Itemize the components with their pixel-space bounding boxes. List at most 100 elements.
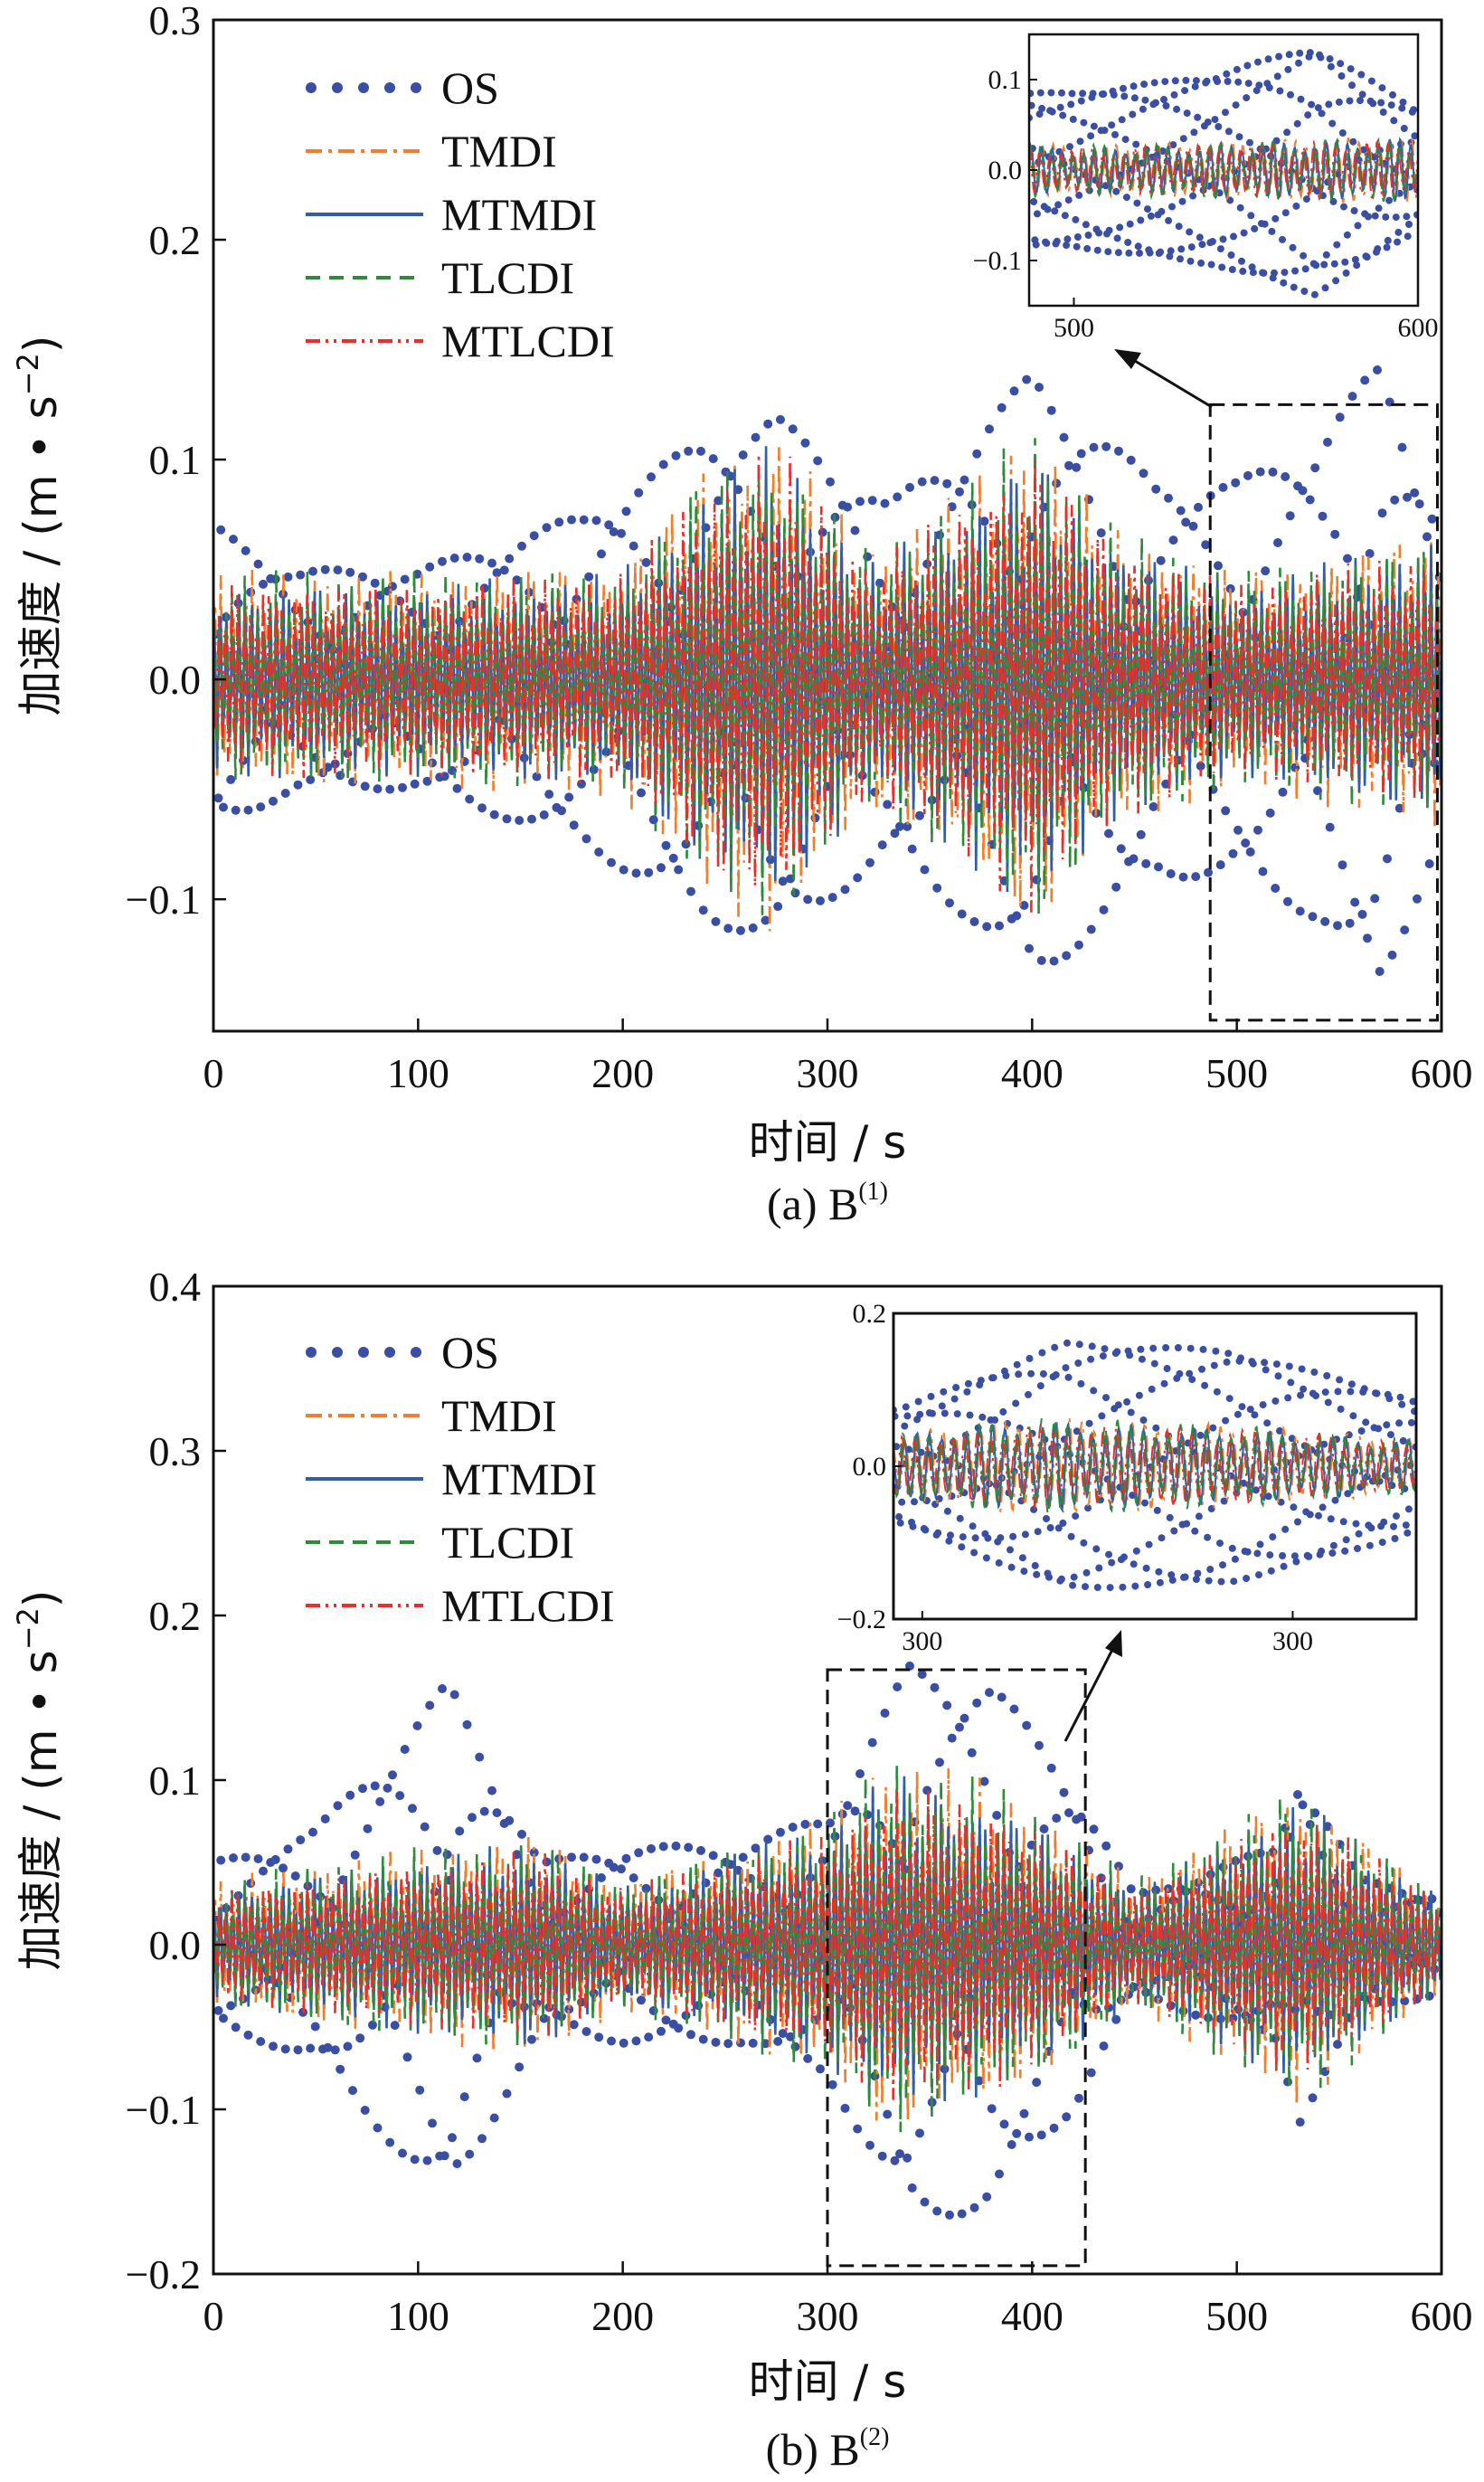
b-inset-os-point [970, 1549, 978, 1557]
b-y-tick-label: 0.3 [149, 1428, 202, 1474]
a-inset-os-point [1310, 290, 1319, 298]
b-legend-os-marker [411, 1347, 421, 1358]
b-inset-os-point [1373, 1389, 1381, 1397]
a-inset-os-point [1111, 130, 1119, 138]
b-os-point [617, 1864, 626, 1874]
b-inset-os-point [1255, 1571, 1262, 1579]
a-inset-os-point [1079, 90, 1087, 98]
a-inset-os-point [1405, 221, 1413, 228]
a-os-point [1204, 867, 1213, 877]
a-inset-os-point [1264, 55, 1272, 63]
a-inset-os-point [1273, 72, 1281, 81]
a-inset-os-point [1216, 245, 1224, 253]
b-os-point [999, 2119, 1009, 2129]
b-os-point [905, 1661, 914, 1671]
a-os-point [539, 810, 549, 819]
b-inset-os-point [1142, 1564, 1150, 1572]
b-os-point [877, 2151, 887, 2161]
a-os-point [1201, 540, 1211, 550]
a-inset-os-point [1239, 267, 1247, 275]
b-inset-os-point [1077, 1379, 1085, 1388]
a-os-point [1076, 449, 1086, 459]
b-inset-os-point [1344, 1490, 1352, 1498]
a-y-tick-label: 0.2 [149, 217, 202, 263]
a-os-point [1099, 905, 1109, 914]
b-inset-os-point [1261, 1359, 1269, 1367]
a-os-point [213, 793, 223, 803]
a-inset-os-point [1378, 84, 1386, 92]
b-inset-os-point [1186, 1344, 1195, 1352]
a-os-point [1333, 921, 1342, 931]
b-os-point [1035, 1740, 1044, 1750]
b-inset-os-point [1329, 1541, 1337, 1549]
a-os-point [1363, 933, 1372, 943]
b-os-point [383, 1783, 392, 1793]
a-os-point [917, 477, 927, 487]
a-os-point [763, 419, 773, 429]
a-os-point [293, 780, 303, 790]
a-os-point [385, 784, 395, 794]
b-inset-os-point [1160, 1379, 1168, 1388]
a-inset-os-point [1312, 261, 1320, 270]
a-os-point [1320, 916, 1330, 926]
a-os-point [997, 403, 1007, 412]
a-inset-os-point [1189, 192, 1197, 200]
a-os-point [708, 454, 718, 464]
a-os-point [1268, 467, 1278, 477]
b-x-tick-label: 500 [1205, 2293, 1268, 2339]
panel-b-y-axis-label: 加速度 / (m • s−2) [11, 1590, 67, 1971]
b-y-tick-label: 0.0 [149, 1922, 202, 1968]
b-inset-os-point [978, 1413, 987, 1421]
b-os-point [947, 1733, 957, 1743]
a-inset-os-point [1356, 97, 1364, 105]
a-inset-os-point [1327, 62, 1335, 71]
a-os-point [1191, 872, 1201, 882]
a-os-point [253, 559, 263, 569]
b-inset-os-point [1300, 1385, 1308, 1393]
b-inset-os-point [1201, 1381, 1209, 1389]
a-os-point [1164, 493, 1173, 503]
panel-a-legend: OS TMDI MTMDI TLCDI MTLCDI [306, 62, 615, 366]
a-inset-os-point [1118, 116, 1126, 124]
b-os-point [569, 2020, 579, 2030]
a-inset-os-point [1101, 127, 1109, 135]
b-inset-os-point [1181, 1573, 1189, 1581]
b-inset-os-point [1113, 1348, 1121, 1356]
a-inset-os-point [1314, 104, 1322, 112]
b-inset-os-point [971, 1534, 979, 1542]
a-inset-os-point [1382, 213, 1390, 221]
b-os-point [1074, 2093, 1083, 2103]
a-os-point [840, 885, 850, 895]
b-inset-os-point [1251, 1411, 1259, 1419]
b-inset-os-point [1135, 1391, 1143, 1399]
b-os-point [1114, 1862, 1123, 1871]
a-os-point [1196, 761, 1205, 771]
a-inset-os-point [1169, 141, 1177, 149]
b-inset-os-point [1390, 1522, 1397, 1530]
b-os-point [472, 2053, 482, 2063]
a-inset-y-tick-label: −0.1 [973, 246, 1022, 276]
a-os-point [1241, 838, 1251, 848]
a-os-point [736, 925, 745, 935]
b-inset-os-point [1238, 1403, 1246, 1411]
b-os-point [345, 1790, 355, 1800]
b-inset-os-point [1391, 1535, 1399, 1542]
b-os-point [1076, 1812, 1086, 1822]
b-inset-os-point [964, 1379, 972, 1388]
b-inset-os-point [1223, 1358, 1231, 1366]
a-os-point [1089, 442, 1099, 452]
a-os-point [776, 414, 785, 424]
a-os-point [1424, 859, 1434, 868]
a-os-point [631, 868, 641, 878]
b-inset-os-point [1166, 1513, 1174, 1521]
b-os-point [661, 2015, 671, 2025]
a-inset-os-point [1271, 214, 1280, 223]
a-inset-os-point [1162, 102, 1170, 109]
a-os-point [1114, 446, 1123, 456]
a-inset-os-point [1374, 245, 1382, 253]
a-os-point [800, 438, 810, 448]
b-os-point [967, 1748, 977, 1757]
b-y-tick-label: −0.2 [126, 2251, 201, 2297]
a-os-point [816, 895, 825, 905]
a-inset-os-point [1030, 198, 1038, 205]
